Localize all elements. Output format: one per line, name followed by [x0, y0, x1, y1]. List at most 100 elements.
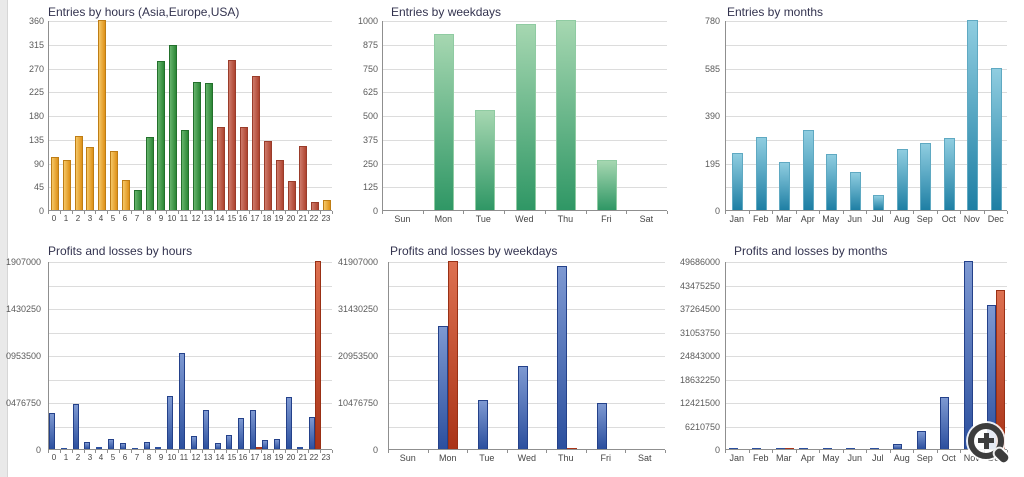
y-axis-label: 31053750: [679, 328, 720, 338]
bar-Nov: [967, 20, 978, 210]
x-axis-tick: [890, 450, 891, 453]
y-axis-label: 0: [372, 206, 378, 216]
gridline: [49, 116, 332, 117]
x-axis-tick: [84, 211, 85, 214]
bar-profit-17: [250, 410, 256, 449]
y-axis-label: 375: [362, 135, 378, 145]
x-axis-label: 12: [191, 453, 201, 462]
x-axis-label: 10: [167, 214, 177, 223]
gridline: [49, 286, 332, 287]
bar-11: [181, 130, 189, 210]
x-axis-label: 20: [286, 214, 296, 223]
gridline: [726, 187, 1007, 188]
x-axis-label: 9: [158, 214, 164, 223]
x-axis-tick: [273, 450, 274, 453]
x-axis-label: Nov: [963, 214, 980, 224]
bar-profit-5: [108, 439, 114, 449]
bar-profit-8: [144, 442, 150, 449]
bar-loss-Mon: [448, 261, 458, 449]
zoom-in-button[interactable]: [966, 421, 1014, 469]
gridline: [726, 380, 1007, 381]
gridline: [726, 69, 1007, 70]
x-axis-tick: [249, 211, 250, 214]
x-axis-label: 6: [122, 214, 128, 223]
bar-profit-10: [167, 396, 173, 449]
x-axis-label: Thu: [558, 453, 574, 463]
x-axis-tick: [190, 450, 191, 453]
bar-profit-Aug: [893, 444, 902, 449]
bar-profit-9: [155, 447, 161, 449]
x-axis-tick: [308, 450, 309, 453]
x-axis-label: 8: [146, 214, 152, 223]
y-axis-label: 12421500: [679, 398, 720, 408]
bar-1: [63, 160, 71, 210]
bar-16: [240, 127, 248, 210]
x-axis-tick: [960, 450, 961, 453]
gridline: [383, 164, 667, 165]
x-axis-tick: [155, 211, 156, 214]
x-axis-tick: [423, 211, 424, 214]
bar-Sep: [920, 143, 931, 210]
gridline: [383, 69, 667, 70]
bar-profit-6: [120, 443, 126, 449]
x-axis-label: Fri: [601, 214, 612, 224]
x-axis-tick: [546, 450, 547, 453]
x-axis-label: 8: [146, 453, 152, 462]
magnifier-handle: [993, 447, 1010, 464]
x-axis-tick: [249, 450, 250, 453]
x-axis-tick: [60, 211, 61, 214]
x-axis-label: Jan: [729, 453, 744, 463]
bar-14: [217, 127, 225, 210]
x-axis-label: May: [822, 453, 840, 463]
bar-profit-Mon: [438, 326, 448, 449]
x-axis-tick: [1007, 211, 1008, 214]
x-axis-tick: [84, 450, 85, 453]
bar-Mar: [779, 162, 790, 210]
bar-profit-May: [823, 448, 832, 449]
x-axis-label: Mar: [776, 214, 792, 224]
y-axis-label: 10476750: [337, 398, 378, 408]
x-axis-tick: [772, 211, 773, 214]
x-axis-tick: [107, 211, 108, 214]
x-axis-label: 11: [179, 453, 189, 462]
y-axis-label: 6210750: [684, 422, 720, 432]
x-axis-tick: [463, 211, 464, 214]
x-axis-label: 2: [75, 214, 81, 223]
x-axis-tick: [202, 211, 203, 214]
x-axis-label: 18: [262, 214, 272, 223]
bar-Oct: [944, 138, 955, 210]
bar-8: [146, 137, 154, 210]
bar-loss-Mar: [785, 448, 794, 449]
bar-profit-19: [274, 439, 280, 449]
x-axis-label: Wed: [515, 214, 534, 224]
x-axis-tick: [866, 450, 867, 453]
x-axis-tick: [625, 450, 626, 453]
bar-loss-17: [256, 447, 262, 449]
bar-4: [98, 20, 106, 210]
x-axis-tick: [143, 450, 144, 453]
x-axis-tick: [273, 211, 274, 214]
gridline: [726, 333, 1007, 334]
gridline: [49, 92, 332, 93]
bar-Dec: [991, 68, 1002, 210]
bar-18: [264, 141, 272, 210]
x-axis-label: Apr: [800, 214, 815, 224]
gridline: [726, 21, 1007, 22]
x-axis-tick: [626, 211, 627, 214]
x-axis-tick: [749, 450, 750, 453]
gridline: [49, 380, 332, 381]
gridline: [383, 187, 667, 188]
x-axis-label: Aug: [893, 214, 910, 224]
x-axis-label: 1: [63, 453, 69, 462]
x-axis-tick: [48, 450, 49, 453]
gridline: [726, 403, 1007, 404]
y-axis-label: 500: [362, 111, 378, 121]
x-axis-tick: [119, 450, 120, 453]
y-axis-label: 0: [714, 445, 720, 455]
x-axis-label: Fri: [600, 453, 612, 463]
x-axis-tick: [586, 450, 587, 453]
bar-Mon: [434, 34, 454, 210]
x-axis-tick: [178, 211, 179, 214]
bar-Wed: [516, 24, 536, 210]
